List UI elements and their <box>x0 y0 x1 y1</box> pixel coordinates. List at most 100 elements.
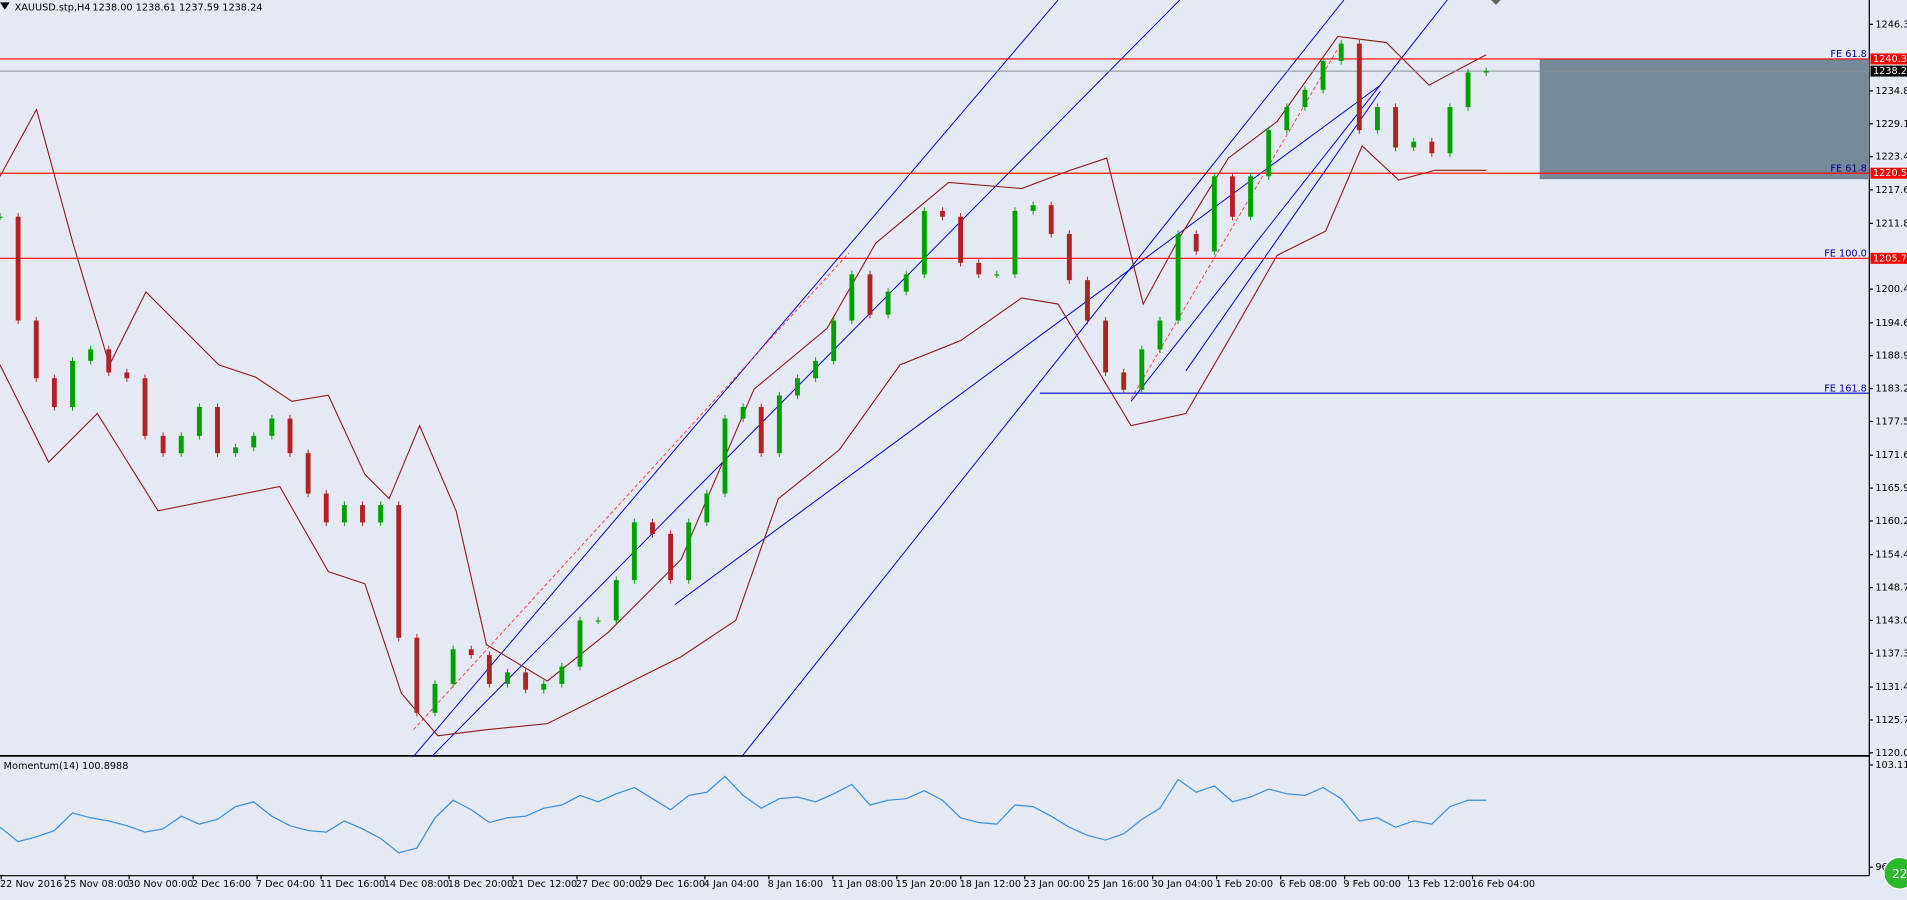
candle <box>541 683 547 690</box>
x-tick-label: 8 Jan 16:00 <box>768 879 823 890</box>
candle <box>849 274 855 321</box>
lower-band <box>0 145 1487 737</box>
y-tick-label: 1194.6 <box>1875 318 1907 329</box>
x-tick-label: 16 Feb 04:00 <box>1471 879 1535 890</box>
momentum-tick-label: 103.110 <box>1875 760 1907 771</box>
y-tick-label: 1188.90 <box>1875 351 1907 362</box>
candle <box>1266 130 1272 177</box>
x-tick-label: 13 Feb 12:00 <box>1407 879 1471 890</box>
current-price-label: 1238.24 <box>1873 66 1907 77</box>
candle <box>305 453 311 494</box>
y-tick-label: 1171.65 <box>1875 450 1907 461</box>
candle <box>178 435 184 454</box>
y-tick-label: 1137.30 <box>1875 648 1907 659</box>
x-tick-label: 30 Jan 04:00 <box>1151 879 1213 890</box>
candle <box>1085 280 1090 321</box>
x-tick-label: 22 Nov 2016 <box>0 879 62 890</box>
candle <box>523 672 529 690</box>
x-tick-label: 4 Jan 04:00 <box>704 879 759 890</box>
price-tag-label: 1220.54 <box>1873 168 1907 179</box>
x-tick-label: 23 Jan 00:00 <box>1024 879 1086 890</box>
candle <box>1284 107 1290 131</box>
y-tick-label: 1154.40 <box>1875 550 1907 561</box>
y-tick-label: 1148.70 <box>1875 583 1907 594</box>
candle <box>88 349 94 361</box>
candle <box>432 683 438 713</box>
price-tag-label: 1205.78 <box>1873 253 1907 264</box>
y-tick-label: 1165.95 <box>1875 483 1907 494</box>
candle <box>686 522 692 581</box>
candle <box>378 505 384 523</box>
y-tick-label: 1229.10 <box>1875 119 1907 130</box>
candle <box>1066 233 1072 281</box>
candle <box>776 395 782 454</box>
y-tick-label: 1125.75 <box>1875 715 1907 726</box>
price-tag <box>1870 252 1907 264</box>
x-tick-label: 21 Dec 12:00 <box>512 879 577 890</box>
price-tag <box>1870 53 1907 65</box>
candle <box>486 655 492 684</box>
candle <box>341 505 347 523</box>
candle <box>505 672 510 684</box>
candle <box>215 407 220 454</box>
x-tick-label: 18 Dec 20:00 <box>448 879 513 890</box>
candle <box>1048 205 1054 234</box>
x-tick-label: 25 Nov 08:00 <box>64 879 130 890</box>
candle <box>269 418 275 436</box>
level-name: FE 61.8 <box>1830 163 1866 174</box>
channel-line <box>413 0 1059 757</box>
level-name: FE 100.0 <box>1824 248 1867 259</box>
trend-lines <box>413 48 1339 731</box>
trend-line <box>1130 48 1339 400</box>
candle <box>795 378 800 396</box>
symbol-label: XAUUSD.stp,H4 <box>15 2 91 13</box>
badge <box>1883 856 1907 890</box>
y-tick-label: 1246.35 <box>1875 19 1907 30</box>
candle <box>831 320 837 361</box>
y-tick-label: 1217.65 <box>1875 185 1907 196</box>
y-tick-label: 1143.00 <box>1875 615 1907 626</box>
candle <box>559 666 565 684</box>
candle <box>1320 60 1326 90</box>
quote-label: 1238.00 1238.61 1237.59 1238.24 <box>92 2 262 13</box>
candle <box>885 291 891 315</box>
candle <box>124 372 130 379</box>
candle <box>1302 89 1308 108</box>
candle <box>15 216 21 321</box>
shift-marker <box>1491 0 1501 5</box>
candle <box>414 637 420 713</box>
y-tick-label: 1131.45 <box>1875 682 1907 693</box>
candle <box>813 360 819 379</box>
y-tick-label: 1223.40 <box>1875 152 1907 163</box>
candle <box>631 522 637 581</box>
momentum-label: Momentum(14) 100.8988 <box>4 761 129 772</box>
candle <box>958 216 964 263</box>
candle <box>1465 72 1471 108</box>
candle <box>1447 107 1453 154</box>
candle <box>106 349 112 373</box>
candle <box>287 418 293 454</box>
level-name: FE 61.8 <box>1830 49 1866 60</box>
channel-line <box>741 0 1345 757</box>
x-tick-label: 6 Feb 08:00 <box>1279 879 1337 890</box>
channel-line <box>1130 0 1448 402</box>
candle <box>396 505 402 638</box>
candle <box>196 407 202 436</box>
candle <box>940 210 945 217</box>
candle <box>468 649 474 656</box>
momentum-line <box>0 775 1487 854</box>
menu-arrow <box>0 2 10 10</box>
candle <box>1139 349 1145 390</box>
y-tick-label: 1120.05 <box>1875 748 1907 759</box>
y-tick-label: 1200.45 <box>1875 284 1907 295</box>
candle <box>1483 71 1489 73</box>
candle <box>595 620 601 622</box>
candle <box>33 320 39 379</box>
candle <box>1211 176 1217 252</box>
candle <box>1375 107 1380 131</box>
channel-line <box>431 0 1181 757</box>
y-tick-label: 1183.20 <box>1875 384 1907 395</box>
candle <box>1411 141 1417 148</box>
